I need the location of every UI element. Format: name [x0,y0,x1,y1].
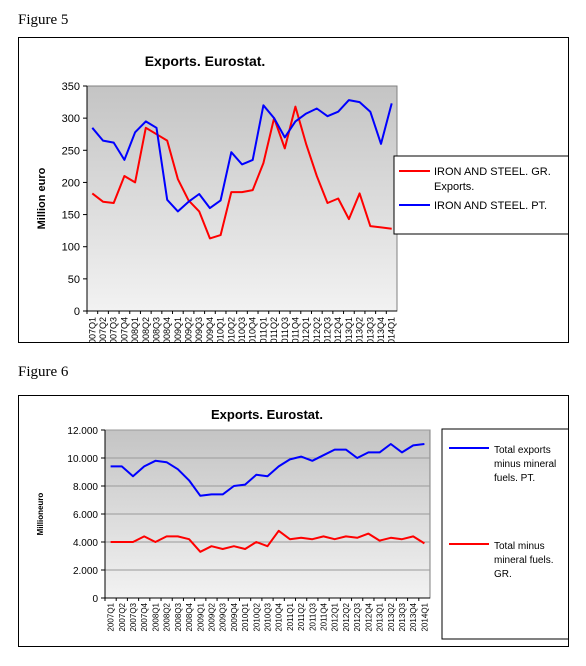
x-tick-label: 2008Q2 [163,602,172,631]
x-tick-label: 2007Q1 [87,317,97,342]
x-tick-label: 2008Q1 [151,602,160,631]
figure-5-label: Figure 5 [18,12,69,28]
x-tick-label: 2011Q1 [286,602,295,630]
series-line-1 [91,105,392,240]
x-tick-label: 2009Q1 [196,602,205,631]
y-tick-label: 100 [62,242,80,254]
x-tick-label: 2011Q3 [308,602,317,630]
x-tick-label: 2007Q3 [129,602,138,631]
x-tick-label: 2011Q4 [290,317,300,342]
x-tick-label: 2010Q4 [275,602,284,631]
x-tick-label: 2014Q1 [420,602,429,631]
y-tick-label: 300 [62,113,80,125]
x-tick-label: 2007Q1 [107,602,116,631]
x-tick-label: 2012Q3 [353,602,362,631]
x-tick-label: 2009Q1 [173,317,183,342]
x-tick-label: 2008Q2 [141,317,151,342]
x-tick-label: 2009Q4 [230,602,239,631]
x-tick-label: 2010Q2 [226,317,236,342]
x-tick-label: 2012Q2 [312,317,322,342]
x-tick-label: 2008Q3 [174,602,183,631]
x-tick-label: 2012Q2 [342,602,351,631]
x-tick-label: 2013Q2 [355,317,365,342]
legend-box [441,428,586,640]
y-tick-label: 4.000 [73,538,98,549]
y-tick-label: 150 [62,210,80,222]
series-line-1 [110,443,425,497]
legend-label-1: IRON AND STEEL. GR. Exports. [434,166,551,193]
chart-frame-figure-6: Exports. Eurostat. Millioneuro 0 2.000 4.000… [18,395,586,647]
x-tick-label: 2011Q2 [297,602,306,630]
x-tick-label: 2007Q2 [118,602,127,631]
series-line-2 [91,99,393,213]
x-tick-label: 2013Q4 [409,602,418,631]
x-tick-label: 2013Q3 [398,602,407,631]
figure-6-label: Figure 6 [18,364,69,380]
y-tick-label: 6.000 [73,510,98,521]
x-tick-label: 2012Q4 [333,317,343,342]
x-tick-label: 2013Q4 [376,317,386,342]
legend-label-1: Total exports minus mineral fuels. PT. [494,445,556,484]
plot-area [86,85,398,312]
y-tick-label: 250 [62,145,80,157]
x-tick-label: 2007Q2 [98,317,108,342]
y-tick-label: 50 [68,274,80,286]
chart-frame-figure-5: Exports. Eurostat. Million euro 0 50 100 150 2… [18,37,586,349]
x-tick-label: 2011Q2 [269,317,279,342]
x-tick-label: 2011Q3 [280,317,290,342]
y-tick-label: 10.000 [67,454,98,465]
x-tick-label: 2012Q3 [323,317,333,342]
x-tick-label: 2009Q3 [219,602,228,631]
x-tick-label: 2013Q1 [344,317,354,342]
x-tick-label: 2013Q3 [365,317,375,342]
y-axis-label: Million euro [36,167,48,229]
y-tick-label: 12.000 [67,426,98,437]
y-tick-label: 8.000 [73,482,98,493]
x-tick-label: 2012Q1 [331,602,340,631]
x-tick-label: 2013Q2 [387,602,396,631]
x-tick-label: 2011Q1 [258,317,268,342]
x-tick-label: 2012Q4 [364,602,373,631]
legend-label-2: Total minus mineral fuels. GR. [494,541,553,580]
x-tick-label: 2009Q2 [184,317,194,342]
x-tick-label: 2008Q4 [185,602,194,631]
x-tick-label: 2008Q3 [151,317,161,342]
y-tick-label: 350 [62,81,80,93]
chart-figure-6: Exports. Eurostat. Millioneuro 0 2.000 4.000… [36,407,586,640]
x-tick-label: 2010Q3 [264,602,273,631]
y-tick-label: 0 [92,594,98,605]
chart-figure-5: Exports. Eurostat. Million euro 0 50 100 150 2… [36,53,586,349]
x-tick-label: 2007Q4 [140,602,149,631]
legend-label-2: IRON AND STEEL. PT. [434,200,547,212]
y-tick-label: 2.000 [73,566,98,577]
x-tick-label: 2011Q4 [320,602,329,630]
x-tick-label: 2007Q3 [109,317,119,342]
x-tick-label: 2009Q4 [205,317,215,342]
series-line-2 [110,529,425,553]
x-tick-label: 2009Q3 [194,317,204,342]
x-tick-label: 2010Q3 [237,317,247,342]
x-tick-label: 2012Q1 [301,317,311,342]
x-tick-label: 2010Q4 [248,317,258,342]
x-tick-label: 2009Q2 [207,602,216,631]
chart-title: Exports. Eurostat. [211,407,323,422]
y-tick-label: 200 [62,177,80,189]
x-tick-label: 2013Q1 [376,602,385,631]
y-axis-label: Millioneuro [36,493,45,536]
x-tick-label: 2010Q1 [216,317,226,342]
x-tick-label: 2008Q4 [162,317,172,342]
chart-title: Exports. Eurostat. [145,53,266,69]
x-tick-label: 2007Q4 [119,317,129,342]
x-tick-label: 2008Q1 [130,317,140,342]
x-tick-label: 2014Q1 [387,317,397,342]
y-tick-label: 0 [74,306,80,318]
legend-box [393,155,586,235]
x-tick-label: 2010Q1 [241,602,250,631]
x-tick-label: 2010Q2 [252,602,261,631]
